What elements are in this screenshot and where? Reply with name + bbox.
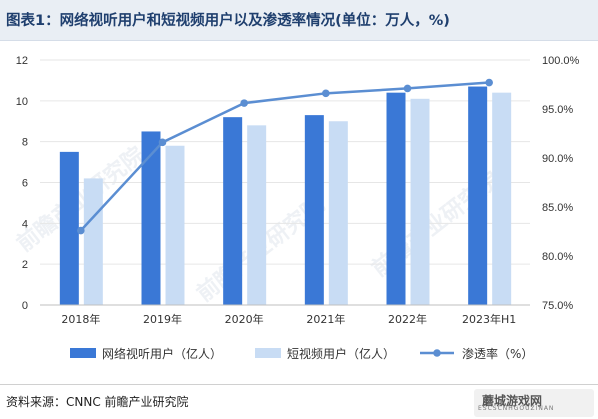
- bar-short-video-users: [410, 98, 430, 305]
- legend-penetration-rate-label: 渗透率（%）: [462, 346, 533, 361]
- y-right-tick-label: 80.0%: [542, 251, 573, 263]
- bar-network-users: [59, 151, 79, 305]
- bar-short-video-users: [247, 125, 267, 305]
- bars-layer: [59, 86, 512, 306]
- y-left-tick-label: 12: [16, 55, 28, 67]
- legend-short-video-users-label: 短视频用户（亿人）: [287, 346, 395, 361]
- legend-network-users-swatch: [70, 348, 96, 358]
- bar-network-users: [223, 117, 243, 306]
- bar-short-video-users: [492, 92, 512, 305]
- bar-short-video-users: [165, 145, 185, 305]
- x-tick-label: 2023年H1: [462, 312, 516, 326]
- penetration-rate-point: [403, 84, 412, 93]
- legend-network-users-label: 网络视听用户（亿人）: [102, 346, 222, 361]
- y-right-tick-label: 100.0%: [542, 55, 580, 67]
- x-tick-label: 2021年: [306, 312, 345, 326]
- y-left-tick-label: 2: [22, 259, 28, 271]
- x-tick-label: 2018年: [61, 312, 100, 326]
- x-tick-label: 2020年: [225, 312, 264, 326]
- chart-area: 前瞻产业研究院前瞻产业研究院前瞻产业研究院 02468101275.0%80.0…: [12, 55, 580, 361]
- bar-network-users: [141, 131, 161, 305]
- penetration-rate-line: [79, 81, 490, 232]
- chart-title: 图表1：网络视听用户和短视频用户以及渗透率情况(单位：万人，%): [6, 13, 450, 29]
- x-tick-label: 2022年: [388, 312, 427, 326]
- y-left-tick-label: 6: [22, 178, 28, 190]
- legend-short-video-users-swatch: [255, 348, 281, 358]
- source-bar: 资料来源：CNNC 前瞻产业研究院 蘑城游戏网 ESCSCNHGOUZINAN: [0, 384, 598, 419]
- penetration-rate-point: [240, 99, 248, 107]
- axes-layer: 0 2 4 6 8 10 12 75.0% 80.0% 85.0% 90.0% 95.0% 100.0%…: [16, 55, 580, 326]
- penetration-rate-point: [158, 138, 167, 147]
- y-right-tick-label: 95.0%: [542, 104, 573, 116]
- y-right-tick-label: 90.0%: [542, 153, 573, 165]
- bar-short-video-users: [328, 121, 348, 305]
- penetration-rate-point: [485, 78, 493, 87]
- y-left-tick-label: 8: [22, 137, 28, 149]
- site-watermark-logo: 蘑城游戏网: [482, 394, 543, 408]
- bar-network-users: [468, 86, 488, 305]
- y-right-tick-label: 75.0%: [542, 300, 573, 312]
- line-layer: [77, 78, 493, 235]
- y-left-tick-label: 4: [22, 218, 28, 230]
- penetration-rate-point: [77, 226, 85, 235]
- site-watermark-badge: 蘑城游戏网 ESCSCNHGOUZINAN: [474, 389, 594, 417]
- source-text: 资料来源：CNNC 前瞻产业研究院: [6, 395, 189, 409]
- y-left-tick-label: 0: [22, 300, 28, 312]
- gridlines: [40, 59, 530, 265]
- site-watermark-url: ESCSCNHGOUZINAN: [478, 405, 555, 412]
- x-tick-label: 2019年: [143, 312, 182, 326]
- legend: 网络视听用户（亿人） 短视频用户（亿人） 渗透率（%）: [70, 346, 533, 361]
- legend-penetration-rate-swatch-point: [433, 349, 441, 357]
- y-right-tick-label: 85.0%: [542, 202, 573, 214]
- penetration-rate-point: [322, 89, 330, 98]
- bar-network-users: [386, 92, 406, 305]
- bar-short-video-users: [83, 178, 103, 305]
- bar-network-users: [304, 115, 324, 305]
- y-left-tick-label: 10: [16, 96, 28, 108]
- title-bar: 图表1：网络视听用户和短视频用户以及渗透率情况(单位：万人，%): [0, 0, 598, 41]
- brand-watermark: 前瞻产业研究院: [12, 142, 149, 257]
